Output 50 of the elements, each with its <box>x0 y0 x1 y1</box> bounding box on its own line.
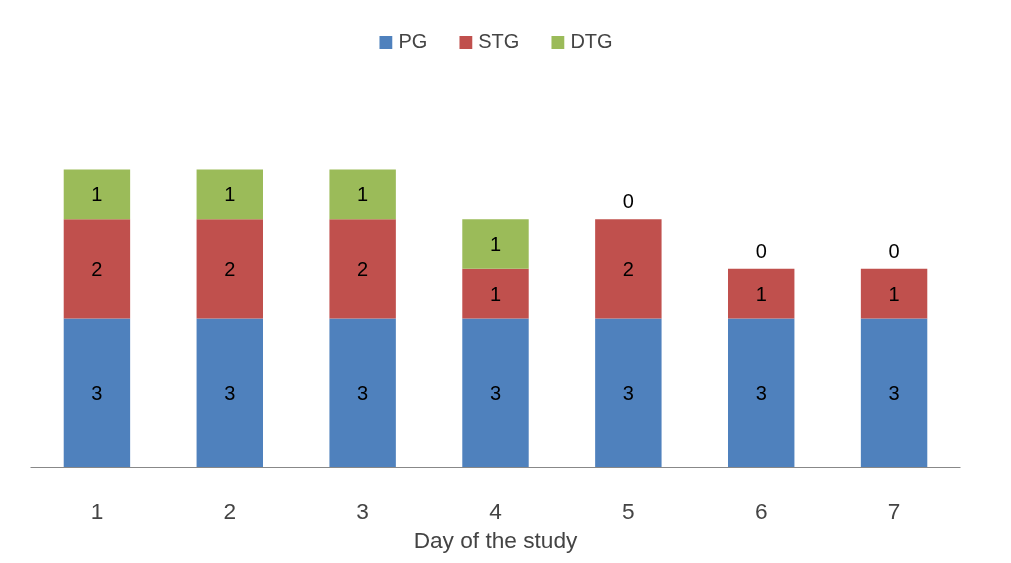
data-label: 3 <box>755 382 767 404</box>
data-label: 1 <box>755 282 767 305</box>
x-tick-label: 6 <box>754 497 768 524</box>
bar <box>860 268 928 319</box>
bar <box>728 318 795 468</box>
bar <box>63 219 131 319</box>
data-label: 3 <box>357 382 369 404</box>
data-label: 2 <box>622 257 634 280</box>
legend-label: DTG <box>570 30 613 53</box>
bar <box>462 318 529 468</box>
x-tick-label: 1 <box>90 497 104 524</box>
bar <box>462 219 529 269</box>
bar <box>595 219 662 319</box>
data-label: 2 <box>91 257 103 280</box>
bar <box>462 268 529 319</box>
data-label: 2 <box>224 257 236 280</box>
data-label: 3 <box>224 382 236 404</box>
data-label: 3 <box>622 382 634 404</box>
data-label: 1 <box>91 183 103 206</box>
bar <box>63 318 131 468</box>
data-label: 0 <box>888 239 900 262</box>
data-label: 1 <box>489 282 502 305</box>
bar <box>329 219 396 319</box>
bar <box>63 169 131 220</box>
bar <box>329 169 396 220</box>
bar <box>728 268 795 319</box>
data-label: 1 <box>357 183 369 206</box>
bar <box>329 318 396 468</box>
data-label: 1 <box>224 183 236 206</box>
data-label: 1 <box>489 233 502 255</box>
data-label: 3 <box>91 382 103 404</box>
x-tick-label: 7 <box>887 497 901 524</box>
bar <box>595 318 662 468</box>
data-label: 0 <box>622 190 634 213</box>
x-tick-label: 3 <box>356 497 369 524</box>
bar <box>196 219 263 319</box>
data-label: 0 <box>755 239 767 262</box>
bar <box>196 169 263 220</box>
x-axis-title: Day of the study <box>413 526 579 553</box>
x-tick-label: 4 <box>489 497 502 524</box>
legend-label: STG <box>478 30 520 53</box>
data-label: 3 <box>888 382 900 404</box>
data-label: 3 <box>489 382 502 404</box>
bar <box>196 318 263 468</box>
x-tick-label: 2 <box>223 497 237 524</box>
bar <box>860 318 928 468</box>
x-tick-label: 5 <box>622 497 635 524</box>
legend-label: PG <box>398 30 428 53</box>
data-label: 1 <box>888 282 900 305</box>
data-label: 2 <box>357 257 369 280</box>
